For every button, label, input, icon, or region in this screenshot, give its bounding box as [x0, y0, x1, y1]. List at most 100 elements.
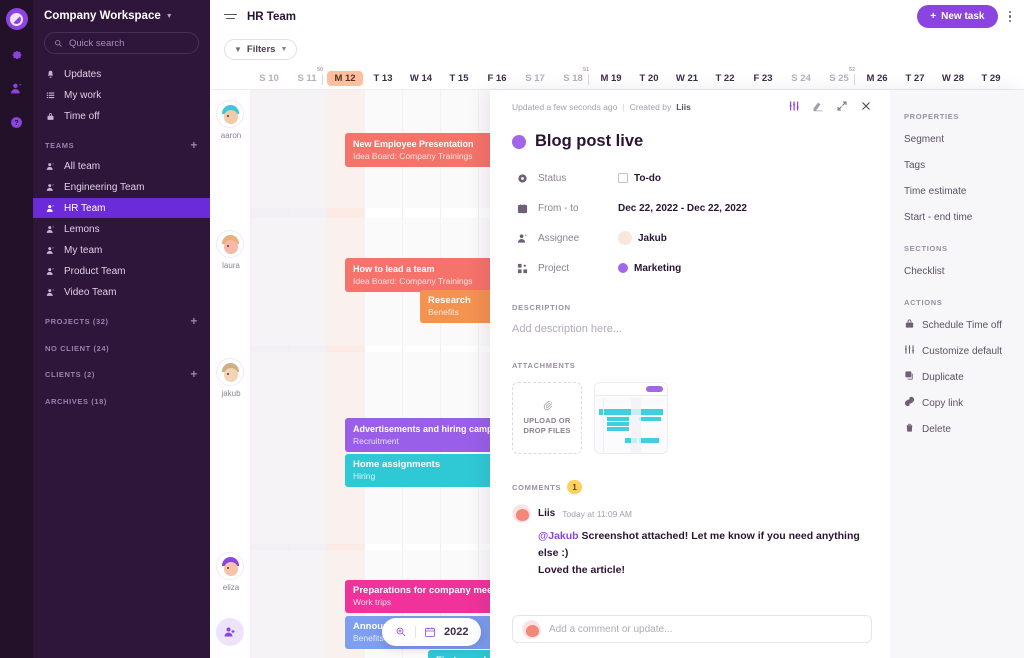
mention[interactable]: @Jakub: [538, 530, 579, 542]
person-name: jakub: [221, 389, 241, 398]
upload-dropzone[interactable]: UPLOAD OR DROP FILES: [512, 382, 582, 454]
date-header-cell[interactable]: F: [1010, 66, 1024, 90]
sidebar-item-updates[interactable]: Updates: [33, 64, 210, 84]
divider: |: [622, 102, 625, 112]
property-label: Status: [538, 172, 567, 184]
sidebar-section-no[interactable]: NO CLIENT (24): [33, 332, 210, 356]
sidebar-item-engineering-team[interactable]: Engineering Team: [33, 177, 210, 197]
date-header-cell[interactable]: M 19: [600, 72, 622, 84]
property-status[interactable]: Status To-do: [512, 165, 872, 191]
sidebar-item-lemons[interactable]: Lemons: [33, 219, 210, 239]
date-header-cell[interactable]: M 26: [866, 72, 888, 84]
side-property-tags[interactable]: Tags: [904, 152, 1024, 178]
date-header-cell[interactable]: S 25: [829, 72, 849, 84]
more-options-icon[interactable]: [1006, 7, 1015, 27]
date-header-cell[interactable]: M 12: [326, 66, 364, 90]
zoom-control[interactable]: 2022: [382, 618, 482, 646]
date-header-cell[interactable]: T 27: [905, 72, 925, 84]
new-task-button[interactable]: + New task: [917, 5, 998, 28]
link-icon: [904, 396, 915, 410]
sidebar-item-my-work[interactable]: My work: [33, 85, 210, 105]
description-input[interactable]: Add description here...: [512, 323, 623, 335]
zoom-in-icon[interactable]: [395, 626, 407, 638]
sidebar-item-time-off[interactable]: Time off: [33, 106, 210, 126]
sidebar-item-label: Updates: [64, 68, 102, 80]
sidebar-item-hr-team[interactable]: HR Team: [33, 198, 210, 218]
team-icon: [45, 204, 56, 213]
date-header-cell[interactable]: T 22: [715, 72, 735, 84]
action-duplicate[interactable]: Duplicate: [904, 364, 1024, 390]
person-eliza[interactable]: eliza: [216, 552, 246, 592]
date-header-cell[interactable]: W 21: [675, 72, 699, 84]
date-header-cell[interactable]: S 11: [297, 72, 317, 84]
date-header-cell[interactable]: T 20: [639, 72, 659, 84]
sidebar-section-archives[interactable]: ARCHIVES (18): [33, 385, 210, 409]
add-button[interactable]: +: [190, 314, 198, 328]
sidebar-item-video-team[interactable]: Video Team: [33, 282, 210, 302]
comment-placeholder: Add a comment or update...: [549, 623, 673, 635]
comment-time: Today at 11:09 AM: [562, 508, 633, 519]
person-aaron[interactable]: aaron: [216, 100, 246, 140]
sidebar-item-my-team[interactable]: My team: [33, 240, 210, 260]
attachment-thumbnail[interactable]: [594, 382, 668, 454]
gear-icon[interactable]: [7, 44, 27, 64]
search-input[interactable]: Quick search: [44, 32, 199, 54]
customize-icon[interactable]: [788, 100, 800, 112]
filters-button[interactable]: ▼ Filters ▼: [224, 39, 298, 60]
add-person-button[interactable]: [216, 618, 244, 646]
property-from-to[interactable]: From - to Dec 22, 2022 - Dec 22, 2022: [512, 195, 872, 221]
app-logo[interactable]: [5, 8, 28, 30]
date-header-cell[interactable]: T 29: [981, 72, 1001, 84]
side-property-time-estimate[interactable]: Time estimate: [904, 178, 1024, 204]
sidebar-item-all-team[interactable]: All team: [33, 156, 210, 176]
plus-icon: +: [930, 11, 937, 22]
action-customize-default[interactable]: Customize default: [904, 338, 1024, 364]
item-label: Time estimate: [904, 185, 967, 197]
person-jakub[interactable]: jakub: [216, 358, 246, 398]
date-header-cell[interactable]: F 23: [753, 72, 773, 84]
action-delete[interactable]: Delete: [904, 416, 1024, 442]
task-bar-subtitle: Benefits: [353, 633, 384, 643]
add-button[interactable]: +: [190, 367, 198, 381]
date-header-cell[interactable]: S 24: [791, 72, 811, 84]
comment-input[interactable]: Add a comment or update...: [512, 615, 872, 643]
sidebar-section-clients[interactable]: CLIENTS (2) +: [33, 356, 210, 385]
highlight-icon[interactable]: [812, 100, 824, 112]
add-team-button[interactable]: +: [190, 138, 198, 152]
date-header-cell[interactable]: T 13: [373, 72, 393, 84]
task-title: Blog post live: [535, 132, 644, 150]
sidebar-item-label: HR Team: [64, 202, 106, 214]
people-icon[interactable]: [7, 78, 27, 98]
workspace-switcher[interactable]: Company Workspace ▼: [33, 0, 210, 32]
item-label: Checklist: [904, 265, 945, 277]
action-copy-link[interactable]: Copy link: [904, 390, 1024, 416]
action-schedule-time-off[interactable]: Schedule Time off: [904, 312, 1024, 338]
team-icon: [45, 288, 56, 297]
date-header-cell[interactable]: S 17: [525, 72, 545, 84]
sidebar-item-product-team[interactable]: Product Team: [33, 261, 210, 281]
side-property-segment[interactable]: Segment: [904, 126, 1024, 152]
sidebar-section-projects[interactable]: PROJECTS (32) +: [33, 303, 210, 332]
property-project[interactable]: Project Marketing: [512, 255, 872, 281]
property-assignee[interactable]: Assignee Jakub: [512, 225, 872, 251]
date-header-cell[interactable]: F 16: [487, 72, 507, 84]
date-header-cell[interactable]: T 15: [449, 72, 469, 84]
chevron-down-icon: ▼: [165, 12, 173, 20]
person-laura[interactable]: laura: [216, 230, 246, 270]
expand-icon[interactable]: [836, 100, 848, 112]
upload-line-1: UPLOAD OR: [523, 416, 571, 425]
sidebar-item-label: Engineering Team: [64, 181, 145, 193]
help-icon[interactable]: ?: [7, 112, 27, 132]
date-header-cell[interactable]: S 10: [259, 72, 279, 84]
side-property-start-end-time[interactable]: Start - end time: [904, 204, 1024, 230]
menu-toggle-icon[interactable]: [224, 13, 237, 20]
calendar-icon[interactable]: [424, 626, 436, 638]
sidebar-item-label: Time off: [64, 110, 100, 122]
sections-label: SECTIONS: [904, 244, 948, 253]
section-label: CLIENTS (2): [45, 369, 95, 379]
side-section-checklist[interactable]: Checklist: [904, 258, 1024, 284]
close-icon[interactable]: [860, 100, 872, 112]
date-header-cell[interactable]: W 28: [941, 72, 965, 84]
date-header-cell[interactable]: S 18: [563, 72, 583, 84]
date-header-cell[interactable]: W 14: [409, 72, 433, 84]
